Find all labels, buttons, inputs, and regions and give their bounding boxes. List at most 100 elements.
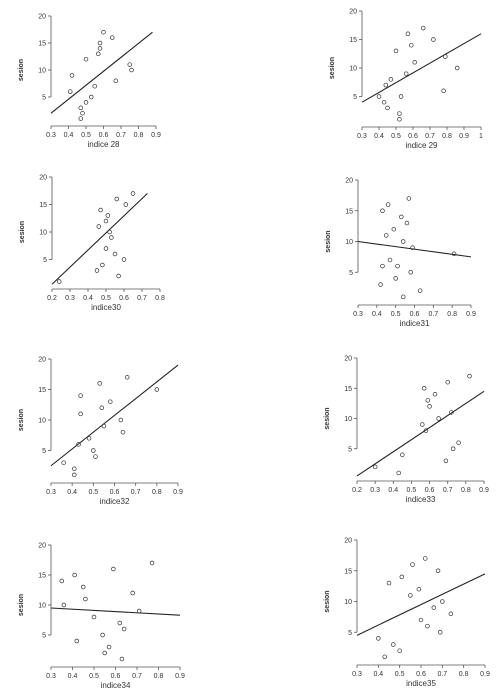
x-tick-label: 0.4: [68, 673, 78, 680]
data-point: [398, 117, 402, 121]
data-point: [418, 289, 422, 293]
x-tick-label: 0.5: [81, 132, 91, 139]
x-tick-label: 0.7: [443, 487, 453, 494]
data-point: [84, 597, 88, 601]
regression-line: [357, 391, 484, 476]
x-tick-label: 0.5: [101, 295, 111, 302]
data-point: [104, 219, 108, 223]
y-tick-label: 10: [349, 66, 357, 73]
y-tick-label: 20: [344, 356, 352, 363]
x-axis-title: indice35: [406, 679, 436, 688]
data-point: [406, 32, 410, 36]
data-point: [405, 221, 409, 225]
y-tick-label: 20: [38, 357, 46, 364]
y-tick-label: 20: [345, 178, 353, 185]
x-tick-label: 0.4: [374, 133, 384, 140]
data-point: [399, 215, 403, 219]
y-axis-title: sesion: [18, 409, 25, 431]
x-tick-label: 0.8: [459, 671, 469, 678]
data-point: [73, 573, 77, 577]
data-point: [400, 575, 404, 579]
data-point: [131, 192, 135, 196]
data-point: [122, 627, 126, 631]
y-tick-label: 10: [38, 68, 46, 75]
x-tick-label: 0.5: [89, 673, 99, 680]
data-point: [399, 95, 403, 99]
data-point: [426, 398, 430, 402]
y-tick-label: 15: [344, 568, 352, 575]
y-tick-label: 5: [353, 94, 357, 101]
y-tick-label: 10: [344, 599, 352, 606]
data-point: [436, 569, 440, 573]
data-point: [388, 258, 392, 262]
data-point: [101, 263, 105, 267]
x-tick-label: 0.7: [428, 311, 438, 318]
x-tick-label: 0.6: [408, 133, 418, 140]
y-axis-title: sesion: [324, 407, 331, 429]
data-point: [408, 593, 412, 597]
x-tick-label: 0.8: [442, 133, 452, 140]
x-tick-label: 0.8: [154, 673, 164, 680]
y-axis-title: sesion: [18, 594, 25, 616]
y-tick-label: 15: [345, 208, 353, 215]
x-tick-label: 0.5: [391, 311, 401, 318]
data-point: [104, 247, 108, 251]
data-point: [423, 557, 427, 561]
x-tick-label: 0.5: [407, 487, 417, 494]
data-point: [438, 630, 442, 634]
data-point: [401, 295, 405, 299]
regression-line: [357, 574, 485, 636]
data-point: [79, 412, 83, 416]
data-point: [91, 449, 95, 453]
y-axis-title: sesion: [325, 230, 332, 252]
data-point: [426, 624, 430, 628]
data-point: [110, 36, 114, 40]
x-tick-label: 0.3: [357, 133, 367, 140]
data-point: [60, 579, 64, 583]
y-tick-label: 5: [42, 448, 46, 455]
data-point: [387, 581, 391, 585]
x-tick-label: 0.8: [461, 487, 471, 494]
x-tick-label: 0.9: [459, 133, 469, 140]
x-tick-label: 0.9: [175, 673, 185, 680]
y-tick-label: 20: [349, 9, 357, 16]
data-point: [392, 227, 396, 231]
data-point: [75, 639, 79, 643]
data-point: [432, 38, 436, 42]
x-tick-label: 0.4: [67, 489, 77, 496]
data-point: [84, 101, 88, 105]
data-point: [95, 269, 99, 273]
data-point: [440, 600, 444, 604]
x-tick-label: 0.3: [352, 671, 362, 678]
data-point: [421, 26, 425, 30]
x-tick-label: 0.4: [64, 132, 74, 139]
data-point: [79, 117, 83, 121]
data-point: [99, 208, 103, 212]
data-point: [455, 66, 459, 70]
data-point: [401, 240, 405, 244]
data-point: [101, 633, 105, 637]
data-point: [93, 84, 97, 88]
data-point: [468, 374, 472, 378]
y-tick-label: 15: [38, 387, 46, 394]
x-tick-label: 0.8: [155, 295, 165, 302]
scatter-panel: 51015200.3 0.4 0.5 0.6 0.7 0.8 0.9indice32sesi…: [18, 357, 183, 507]
x-tick-label: 0.7: [132, 673, 142, 680]
data-point: [111, 567, 115, 571]
y-tick-label: 20: [344, 538, 352, 545]
data-point: [92, 615, 96, 619]
x-tick-label: 0.5: [88, 489, 98, 496]
data-point: [98, 41, 102, 45]
x-axis-title: indice 29: [405, 141, 438, 150]
y-tick-label: 5: [348, 630, 352, 637]
x-tick-label: 0.3: [46, 673, 56, 680]
scatter-panel: 51015200.3 0.4 0.5 0.6 0.7 0.8 0.9indice35sesi…: [324, 538, 490, 689]
x-tick-label: 0.5: [391, 133, 401, 140]
data-point: [120, 657, 124, 661]
data-point: [443, 55, 447, 59]
data-point: [98, 382, 102, 386]
x-tick-label: 0.7: [116, 132, 126, 139]
data-point: [118, 621, 122, 625]
x-tick-label: 0.3: [353, 311, 363, 318]
data-point: [407, 197, 411, 201]
